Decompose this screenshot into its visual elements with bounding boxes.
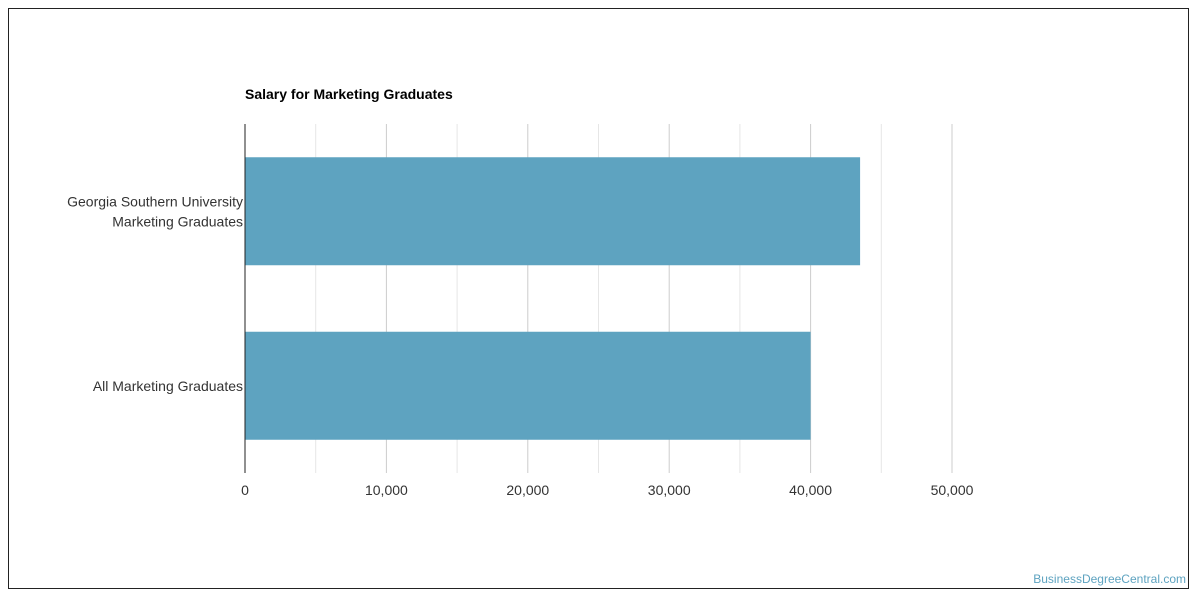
x-tick-label: 0 (241, 482, 249, 498)
x-tick-label: 40,000 (789, 482, 832, 498)
category-label: Georgia Southern University (67, 193, 243, 209)
x-tick-label: 30,000 (648, 482, 691, 498)
x-tick-label: 20,000 (506, 482, 549, 498)
bar (245, 157, 861, 266)
chart-title: Salary for Marketing Graduates (245, 86, 453, 102)
watermark: BusinessDegreeCentral.com (1033, 572, 1186, 586)
category-label: Marketing Graduates (112, 213, 243, 229)
x-tick-label: 50,000 (931, 482, 974, 498)
bar (245, 331, 811, 440)
category-labels: Georgia Southern University Marketing Gra… (67, 193, 243, 394)
category-label: All Marketing Graduates (93, 378, 243, 394)
x-tick-label: 10,000 (365, 482, 408, 498)
bars (245, 157, 861, 440)
x-tick-labels: 0 10,000 20,000 30,000 40,000 50,000 (241, 482, 974, 498)
